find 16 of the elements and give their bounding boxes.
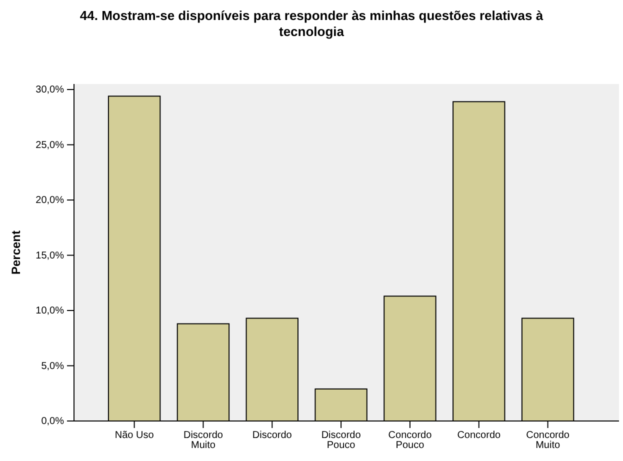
x-tick-label: Discordo bbox=[252, 430, 292, 442]
x-tick-label: Não Uso bbox=[114, 430, 154, 442]
chart-title: 44. Mostram-se disponíveis para responder às minhas questões relativas à tecnologia bbox=[80, 8, 544, 39]
y-tick-label: 15,0% bbox=[36, 250, 64, 262]
y-tick-label: 20,0% bbox=[36, 195, 64, 206]
y-axis-title: Percent bbox=[9, 230, 23, 275]
y-tick-label: 30,0% bbox=[36, 84, 64, 96]
y-tick-label: 5,0% bbox=[41, 360, 64, 372]
y-tick-label: 0,0% bbox=[41, 416, 64, 428]
x-tick-label: Concordo Pouco bbox=[388, 430, 432, 452]
x-tick-label: Concordo bbox=[457, 430, 501, 442]
y-tick-label: 25,0% bbox=[36, 140, 64, 151]
x-tick-label: Discordo Muito bbox=[183, 430, 224, 452]
y-tick-label: 10,0% bbox=[36, 306, 64, 317]
x-tick-label: Concordo Muito bbox=[526, 430, 570, 452]
x-tick-label: Discordo Pouco bbox=[321, 430, 362, 452]
